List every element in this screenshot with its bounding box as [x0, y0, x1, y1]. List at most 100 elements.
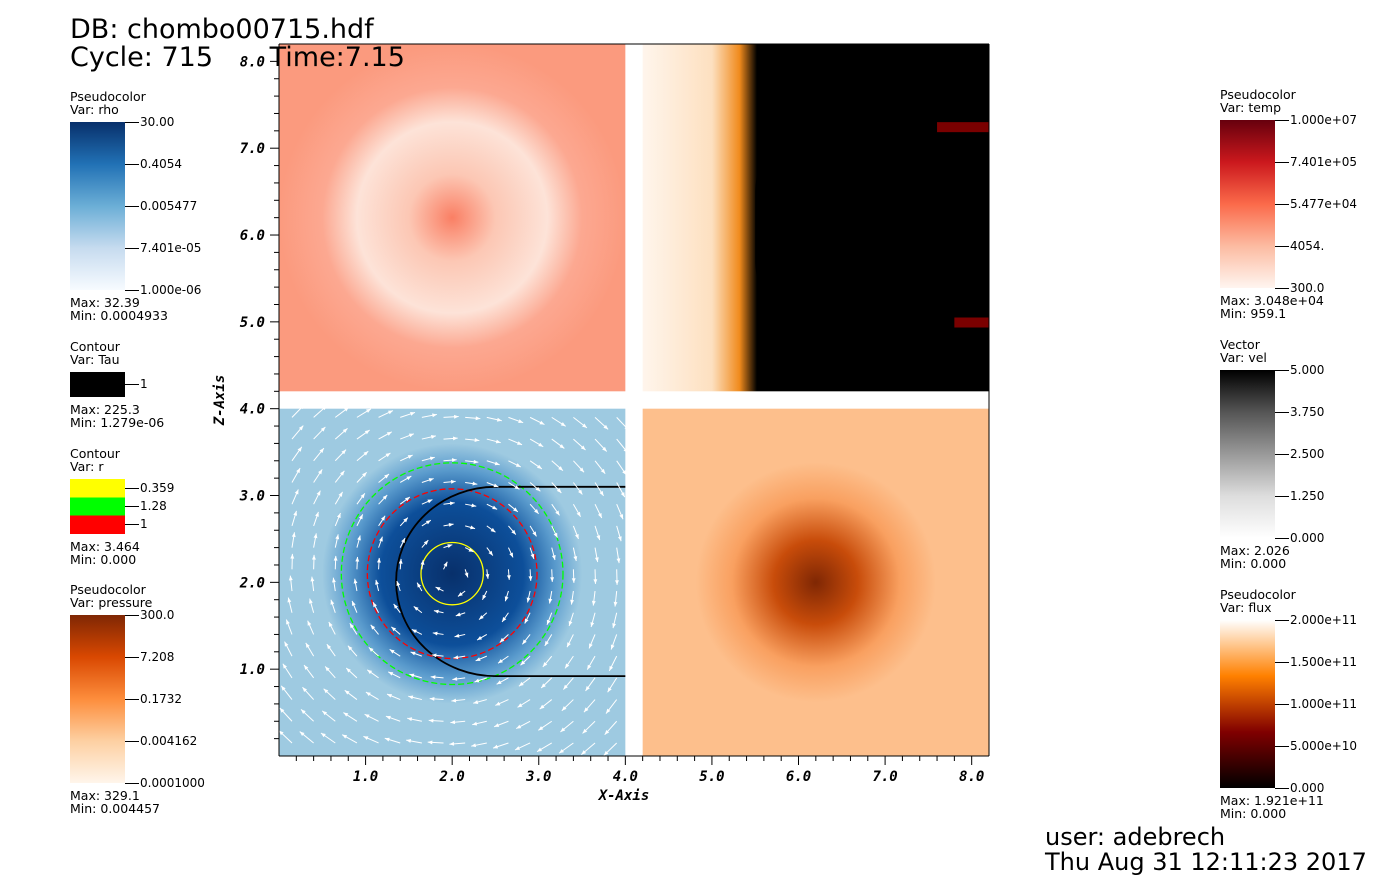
velocity-arrow: [616, 504, 624, 520]
velocity-arrow: [421, 539, 429, 548]
velocity-arrow: [291, 510, 298, 527]
arrow-head: [536, 464, 542, 469]
arrow-head: [341, 449, 347, 455]
arrow-head: [435, 587, 441, 591]
legend-tick: 5.477e+04: [1275, 197, 1357, 210]
velocity-arrow: [443, 436, 458, 441]
arrow-head: [582, 423, 587, 428]
arrow-head: [363, 736, 369, 741]
legend-tick: 0.4054: [125, 157, 182, 170]
velocity-arrow: [594, 416, 609, 430]
legend-tick: 7.208: [125, 650, 174, 663]
arrow-head: [335, 534, 340, 540]
arrow-head: [385, 715, 391, 720]
x-tick-label: 7.0: [872, 769, 897, 785]
x-tick-label: 4.0: [613, 769, 638, 785]
arrow-head: [526, 597, 531, 603]
arrow-head: [293, 510, 298, 516]
arrow-head: [530, 553, 535, 559]
velocity-arrow: [551, 525, 558, 538]
velocity-arrow: [465, 416, 481, 421]
velocity-arrow: [616, 547, 621, 564]
arrow-head: [535, 486, 541, 492]
legend-max: Max: 32.39: [70, 295, 140, 310]
arrow-head: [313, 533, 318, 539]
legend-max: Max: 225.3: [70, 402, 140, 417]
arrow-head: [506, 575, 511, 580]
arrow-head: [498, 659, 503, 664]
legend-tick: 1.000e-06: [125, 283, 201, 296]
legend-tick: 2.500: [1275, 447, 1324, 460]
legend-tick: 0.359: [125, 481, 174, 494]
arrow-head: [448, 522, 454, 527]
arrow-head: [622, 470, 627, 475]
x-axis-label: X-Axis: [598, 788, 650, 804]
velocity-arrow: [303, 664, 315, 679]
arrow-head: [452, 436, 458, 441]
velocity-arrow: [590, 612, 596, 628]
velocity-arrow: [432, 631, 444, 636]
velocity-arrow: [481, 590, 488, 601]
arrow-head: [332, 577, 336, 583]
legend-type: Pseudocolor: [70, 89, 146, 104]
velocity-arrow: [365, 691, 379, 700]
velocity-arrow: [486, 482, 499, 488]
velocity-arrow: [497, 655, 509, 664]
legend-colorbar: [70, 122, 125, 290]
velocity-arrow: [454, 633, 466, 638]
legend-colorbar: [1220, 120, 1275, 288]
velocity-arrow: [528, 569, 533, 581]
velocity-arrow: [603, 742, 618, 756]
arrow-head: [386, 431, 392, 436]
velocity-arrow: [408, 695, 422, 701]
legend-tick: 0.004162: [125, 734, 197, 747]
arrow-head: [522, 639, 527, 645]
arrow-head: [309, 598, 313, 604]
legend-type: Vector: [1220, 337, 1260, 352]
velocity-arrow: [486, 438, 501, 444]
velocity-arrow: [290, 553, 295, 570]
y-axis-label: Z-Axis: [212, 375, 228, 427]
velocity-arrow: [594, 438, 608, 452]
arrow-head: [606, 708, 611, 714]
arrow-head: [455, 612, 461, 617]
velocity-arrow: [363, 735, 379, 744]
arrow-head: [603, 750, 609, 756]
arrow-head: [479, 615, 484, 620]
arrow-head: [319, 448, 324, 453]
velocity-arrow: [452, 676, 466, 681]
velocity-arrow: [406, 739, 422, 744]
legend-var: Var: vel: [1220, 350, 1267, 365]
velocity-arrow: [586, 655, 596, 670]
velocity-arrow: [345, 667, 358, 679]
contour-r-0.359: [420, 541, 484, 606]
velocity-arrow: [287, 597, 293, 613]
arrow-head: [316, 490, 321, 496]
arrow-head: [492, 505, 498, 510]
arrow-head: [504, 596, 509, 602]
velocity-arrow: [607, 677, 618, 693]
arrow-head: [428, 718, 434, 723]
velocity-arrow: [558, 742, 574, 754]
y-tick-label: 5.0: [240, 315, 265, 331]
arrow-head: [473, 700, 479, 704]
velocity-arrow: [486, 460, 500, 466]
arrow-head: [427, 499, 433, 504]
arrow-head: [407, 455, 413, 459]
velocity-arrow: [430, 675, 444, 680]
legend-min: Min: 0.000: [70, 552, 137, 567]
arrow-head: [583, 707, 589, 713]
arrow-head: [417, 582, 422, 588]
arrow-head: [410, 651, 416, 656]
arrow-head: [538, 726, 544, 731]
arrow-head: [367, 669, 373, 675]
velocity-arrow: [542, 655, 553, 668]
arrow-head: [517, 703, 523, 708]
velocity-arrow: [573, 460, 585, 473]
arrow-head: [373, 602, 377, 608]
legend-min: Min: 0.000: [1220, 806, 1287, 821]
velocity-arrow: [378, 431, 393, 440]
velocity-arrow: [323, 688, 336, 700]
velocity-arrow: [471, 742, 487, 748]
arrow-head: [325, 666, 330, 672]
